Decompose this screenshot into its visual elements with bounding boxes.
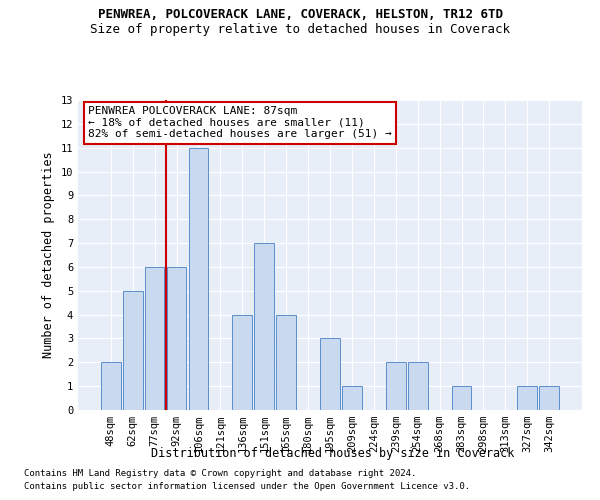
Bar xyxy=(276,314,296,410)
Text: Distribution of detached houses by size in Coverack: Distribution of detached houses by size … xyxy=(151,448,515,460)
Text: PENWREA POLCOVERACK LANE: 87sqm
← 18% of detached houses are smaller (11)
82% of: PENWREA POLCOVERACK LANE: 87sqm ← 18% of… xyxy=(88,106,392,140)
Bar xyxy=(232,314,252,410)
Text: Size of property relative to detached houses in Coverack: Size of property relative to detached ho… xyxy=(90,22,510,36)
Bar xyxy=(517,386,537,410)
Bar xyxy=(167,267,187,410)
Bar xyxy=(342,386,362,410)
Bar xyxy=(145,267,164,410)
Text: Contains public sector information licensed under the Open Government Licence v3: Contains public sector information licen… xyxy=(24,482,470,491)
Bar xyxy=(320,338,340,410)
Bar xyxy=(188,148,208,410)
Bar xyxy=(539,386,559,410)
Bar xyxy=(101,362,121,410)
Y-axis label: Number of detached properties: Number of detached properties xyxy=(42,152,55,358)
Text: Contains HM Land Registry data © Crown copyright and database right 2024.: Contains HM Land Registry data © Crown c… xyxy=(24,468,416,477)
Text: PENWREA, POLCOVERACK LANE, COVERACK, HELSTON, TR12 6TD: PENWREA, POLCOVERACK LANE, COVERACK, HEL… xyxy=(97,8,503,20)
Bar xyxy=(123,291,143,410)
Bar xyxy=(254,243,274,410)
Bar xyxy=(386,362,406,410)
Bar xyxy=(452,386,472,410)
Bar xyxy=(408,362,428,410)
